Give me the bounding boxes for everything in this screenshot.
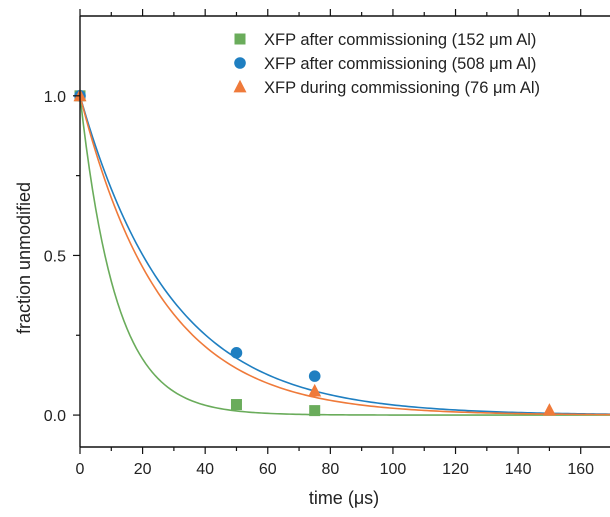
y-axis-title: fraction unmodified	[14, 182, 34, 334]
legend-marker-triangle	[233, 79, 247, 93]
fit-curve	[79, 95, 610, 416]
fit-curves	[79, 95, 610, 416]
x-axis-title: time (μs)	[309, 488, 379, 508]
data-point-square	[309, 405, 321, 417]
legend-marker-square	[234, 33, 246, 45]
legend-marker-circle	[234, 57, 246, 69]
x-tick-label: 20	[134, 461, 152, 478]
x-tick-label: 80	[321, 461, 339, 478]
legend-label: XFP after commissioning (152 μm Al)	[264, 31, 536, 49]
data-point-circle	[230, 347, 243, 359]
y-tick-label: 1.0	[44, 89, 66, 106]
x-tick-label: 0	[76, 461, 85, 478]
legend-label: XFP during commissioning (76 μm Al)	[264, 79, 540, 97]
data-point-triangle	[542, 403, 556, 416]
x-tick-label: 160	[567, 461, 594, 478]
data-point-triangle	[308, 383, 322, 397]
x-tick-label: 140	[505, 461, 532, 478]
y-tick-label: 0.0	[44, 408, 66, 425]
data-point-circle	[308, 370, 321, 382]
legend: XFP after commissioning (152 μm Al) XFP a…	[233, 31, 540, 97]
fit-curve	[79, 95, 610, 416]
y-tick-label: 0.5	[44, 248, 66, 265]
x-tick-label: 60	[259, 461, 277, 478]
x-tick-label: 40	[196, 461, 214, 478]
legend-label: XFP after commissioning (508 μm Al)	[264, 55, 536, 73]
data-point-square	[230, 399, 242, 411]
x-tick-label: 120	[442, 461, 469, 478]
fit-curve	[79, 95, 610, 415]
data-markers	[73, 88, 556, 417]
x-tick-label: 100	[380, 461, 407, 478]
axes: 0 20 40 60 80 100 120 140 160 0.0 0.5 1.0	[44, 9, 610, 478]
